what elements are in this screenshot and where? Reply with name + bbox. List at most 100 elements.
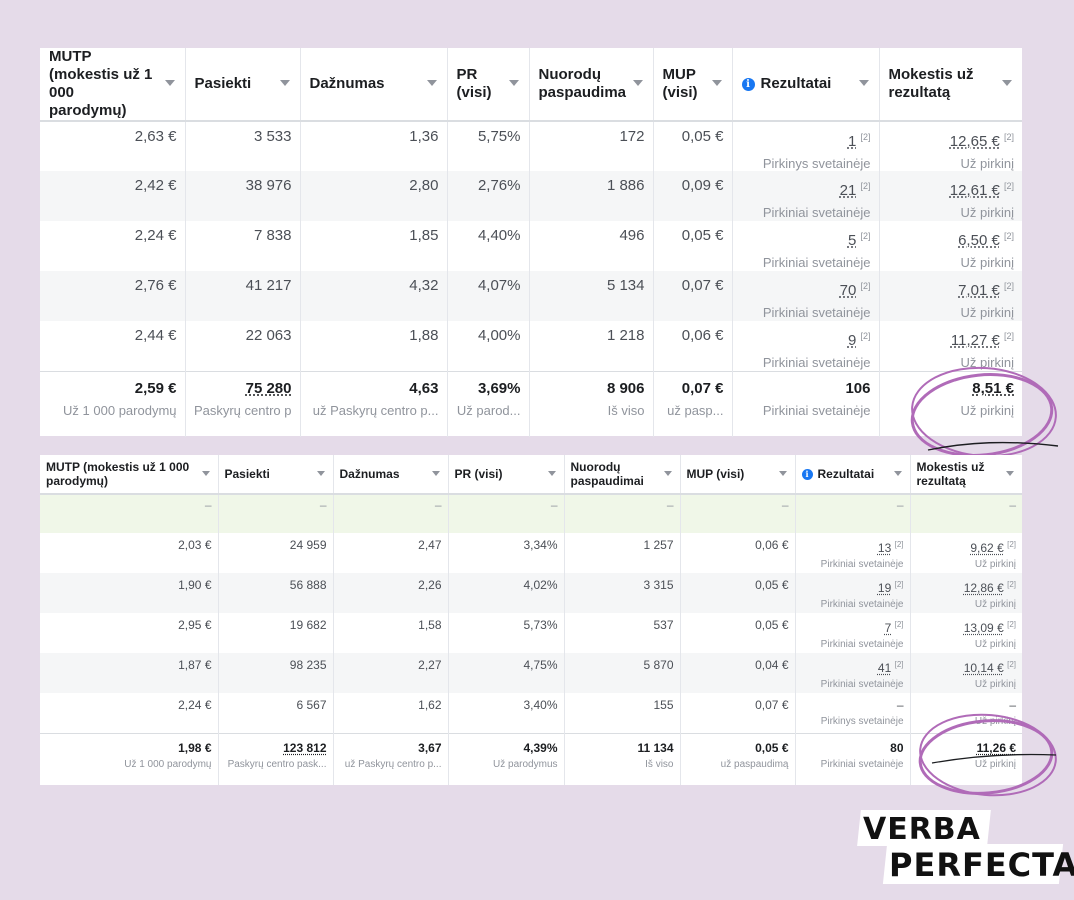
column-header[interactable]: MUTP (mokestis už 1 000 parodymų)	[40, 455, 218, 494]
info-icon[interactable]: i	[742, 78, 755, 91]
mutp-value: 2,03 €	[178, 538, 211, 552]
cell-freq: 1,62	[333, 693, 448, 733]
sort-chevron-down-icon[interactable]	[427, 80, 437, 86]
footnote-marker[interactable]: [2]	[860, 132, 870, 142]
footnote-marker[interactable]: [2]	[1004, 281, 1014, 291]
mutp-value: 2,42 €	[135, 177, 177, 194]
total-cost-value[interactable]: 8,51 €	[972, 380, 1014, 397]
total-cost-value[interactable]: 11,26 €	[977, 741, 1016, 755]
cell-pr: 4,02%	[448, 573, 564, 613]
column-header[interactable]: MUP (visi)	[680, 455, 795, 494]
sort-chevron-down-icon[interactable]	[317, 471, 325, 476]
footnote-marker[interactable]: [2]	[1004, 231, 1014, 241]
column-header[interactable]: Nuorodų paspaudima	[529, 48, 653, 121]
results-value[interactable]: 19	[878, 581, 891, 595]
sort-chevron-down-icon[interactable]	[779, 471, 787, 476]
column-header[interactable]: PR (visi)	[448, 455, 564, 494]
cell-value-line: 13,09 € [2]	[917, 618, 1017, 635]
sort-chevron-down-icon[interactable]	[664, 471, 672, 476]
cost-value[interactable]: 7,01 €	[958, 282, 1000, 299]
footnote-marker[interactable]: [2]	[895, 580, 904, 589]
total-reach-value[interactable]: 75 280	[246, 380, 292, 397]
footnote-marker[interactable]: [2]	[1004, 331, 1014, 341]
table-row[interactable]: 2,24 € 6 567 1,62 3,40% 155 0,07 € – Pirkinys s…	[40, 693, 1022, 733]
footnote-marker[interactable]: [2]	[1004, 181, 1014, 191]
total-reach-value[interactable]: 123 812	[283, 741, 326, 755]
column-header[interactable]: Nuorodų paspaudimai	[564, 455, 680, 494]
table-row[interactable]: 2,63 € 3 533 1,36 5,75% 172 0,05 € 1 [2] Pirkin…	[40, 121, 1022, 171]
sort-chevron-down-icon[interactable]	[548, 471, 556, 476]
sort-chevron-down-icon[interactable]	[1002, 80, 1012, 86]
footnote-marker[interactable]: [2]	[1007, 660, 1016, 669]
sort-chevron-down-icon[interactable]	[1006, 471, 1014, 476]
results-value[interactable]: 70	[840, 282, 857, 299]
table-row[interactable]: 2,03 € 24 959 2,47 3,34% 1 257 0,06 € 13 [2] Pi…	[40, 533, 1022, 573]
footnote-marker[interactable]: [2]	[860, 231, 870, 241]
cell-value-line: –	[917, 698, 1017, 712]
table-row[interactable]: 2,95 € 19 682 1,58 5,73% 537 0,05 € 7 [2] Pirki…	[40, 613, 1022, 653]
cell-value-line: –	[802, 698, 904, 712]
sort-chevron-down-icon[interactable]	[712, 80, 722, 86]
footnote-marker[interactable]: [2]	[860, 181, 870, 191]
results-value[interactable]: 13	[878, 541, 891, 555]
footnote-marker[interactable]: [2]	[860, 281, 870, 291]
footnote-marker[interactable]: [2]	[1007, 580, 1016, 589]
results-value[interactable]: 9	[848, 332, 856, 349]
results-value[interactable]: 5	[848, 232, 856, 249]
column-header[interactable]: i Rezultatai	[795, 455, 910, 494]
cell-mutp: 2,63 €	[40, 121, 185, 171]
sort-chevron-down-icon[interactable]	[280, 80, 290, 86]
cost-value[interactable]: 10,14 €	[964, 661, 1004, 675]
info-icon[interactable]: i	[802, 469, 813, 480]
cost-value[interactable]: 12,86 €	[964, 581, 1004, 595]
footnote-marker[interactable]: [2]	[895, 620, 904, 629]
column-header[interactable]: Pasiekti	[185, 48, 300, 121]
sort-chevron-down-icon[interactable]	[633, 80, 643, 86]
footnote-marker[interactable]: [2]	[860, 331, 870, 341]
table-row[interactable]: 2,76 € 41 217 4,32 4,07% 5 134 0,07 € 70 [2] Pi…	[40, 271, 1022, 321]
table-row[interactable]: 2,42 € 38 976 2,80 2,76% 1 886 0,09 € 21 [2] Pi…	[40, 171, 1022, 221]
cost-subtitle: Už pirkinį	[888, 156, 1015, 171]
column-header[interactable]: i Rezultatai	[732, 48, 879, 121]
cost-value[interactable]: 6,50 €	[958, 232, 1000, 249]
footnote-marker[interactable]: [2]	[895, 660, 904, 669]
freq-value: 1,85	[409, 227, 438, 244]
column-header[interactable]: Mokestis už rezultatą	[879, 48, 1022, 121]
footnote-marker[interactable]: [2]	[895, 540, 904, 549]
cell-freq: 1,58	[333, 613, 448, 653]
results-value[interactable]: 21	[840, 182, 857, 199]
sort-chevron-down-icon[interactable]	[894, 471, 902, 476]
results-value[interactable]: 41	[878, 661, 891, 675]
sort-chevron-down-icon[interactable]	[202, 471, 210, 476]
column-header[interactable]: MUTP (mokestis už 1 000 parodymų)	[40, 48, 185, 121]
footnote-marker[interactable]: [2]	[1004, 132, 1014, 142]
table-row[interactable]: 2,44 € 22 063 1,88 4,00% 1 218 0,06 € 9 [2] Pir…	[40, 321, 1022, 371]
column-header[interactable]: Dažnumas	[333, 455, 448, 494]
cost-value[interactable]: 12,61 €	[950, 182, 1000, 199]
cost-subtitle: Už pirkinį	[888, 305, 1015, 320]
cost-value[interactable]: 13,09 €	[964, 621, 1004, 635]
sort-chevron-down-icon[interactable]	[165, 80, 175, 86]
table-row[interactable]: 2,24 € 7 838 1,85 4,40% 496 0,05 € 5 [2] Pirkin…	[40, 221, 1022, 271]
freq-value: 1,36	[409, 128, 438, 145]
cost-value[interactable]: 12,65 €	[950, 133, 1000, 150]
cell-reach: 7 838	[185, 221, 300, 271]
footnote-marker[interactable]: [2]	[1007, 540, 1016, 549]
sort-chevron-down-icon[interactable]	[859, 80, 869, 86]
sort-chevron-down-icon[interactable]	[509, 80, 519, 86]
results-value[interactable]: 1	[848, 133, 856, 150]
column-header[interactable]: PR (visi)	[447, 48, 529, 121]
cost-value[interactable]: 9,62 €	[970, 541, 1003, 555]
table-row[interactable]: 1,90 € 56 888 2,26 4,02% 3 315 0,05 € 19 [2] Pi…	[40, 573, 1022, 613]
cell-mup: 0,05 €	[653, 221, 732, 271]
results-value[interactable]: 7	[885, 621, 892, 635]
cost-value[interactable]: 11,27 €	[951, 332, 1000, 349]
column-header[interactable]: Pasiekti	[218, 455, 333, 494]
total-clicks-subtitle: Iš viso	[571, 759, 674, 771]
column-header[interactable]: Dažnumas	[300, 48, 447, 121]
column-header[interactable]: Mokestis už rezultatą	[910, 455, 1022, 494]
footnote-marker[interactable]: [2]	[1007, 620, 1016, 629]
column-header[interactable]: MUP (visi)	[653, 48, 732, 121]
sort-chevron-down-icon[interactable]	[432, 471, 440, 476]
table-row[interactable]: 1,87 € 98 235 2,27 4,75% 5 870 0,04 € 41 [2] Pi…	[40, 653, 1022, 693]
